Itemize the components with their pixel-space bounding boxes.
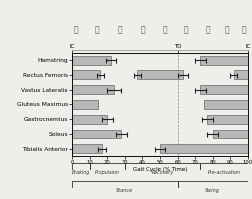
Bar bbox=[72, 85, 114, 94]
Text: 🚶: 🚶 bbox=[162, 25, 167, 34]
Bar bbox=[200, 85, 247, 94]
Bar bbox=[200, 56, 247, 64]
Text: 🚶: 🚶 bbox=[183, 25, 188, 34]
Bar bbox=[203, 100, 247, 109]
Bar bbox=[72, 100, 98, 109]
Text: Swing: Swing bbox=[205, 188, 219, 193]
Text: 🚶: 🚶 bbox=[204, 25, 209, 34]
Bar bbox=[212, 130, 247, 139]
Text: Braking: Braking bbox=[72, 170, 90, 175]
Text: 🚶: 🚶 bbox=[73, 25, 78, 34]
Text: Stance: Stance bbox=[116, 188, 133, 193]
Text: 🚶: 🚶 bbox=[241, 25, 246, 34]
Bar bbox=[72, 130, 121, 139]
Bar bbox=[72, 115, 107, 124]
Bar bbox=[233, 70, 247, 79]
Text: Recovery: Recovery bbox=[151, 170, 173, 175]
Text: Propulsion: Propulsion bbox=[94, 170, 119, 175]
Bar bbox=[137, 70, 182, 79]
Text: 🚶: 🚶 bbox=[140, 25, 144, 34]
Bar bbox=[160, 144, 247, 153]
Text: 🚶: 🚶 bbox=[224, 25, 228, 34]
Bar bbox=[72, 56, 110, 64]
Text: 🚶: 🚶 bbox=[94, 25, 99, 34]
Bar bbox=[72, 70, 100, 79]
Text: 🚶: 🚶 bbox=[117, 25, 121, 34]
Text: Pre-activation: Pre-activation bbox=[207, 170, 240, 175]
Bar bbox=[207, 115, 247, 124]
Bar bbox=[72, 144, 102, 153]
X-axis label: Gait Cycle (% Time): Gait Cycle (% Time) bbox=[132, 168, 186, 173]
